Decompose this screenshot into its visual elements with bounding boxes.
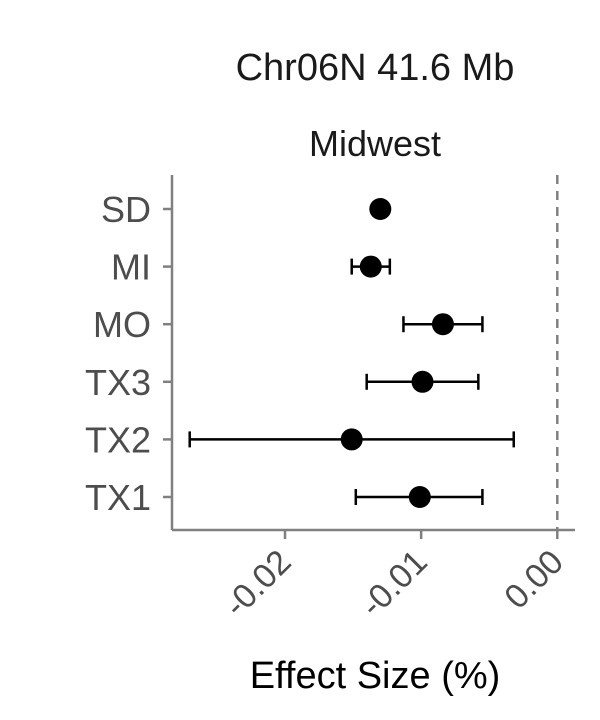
x-tick-label: -0.01 xyxy=(353,543,435,625)
point-tx3 xyxy=(411,370,434,393)
point-tx2 xyxy=(340,428,363,451)
y-tick-label: TX1 xyxy=(85,477,151,518)
point-mi xyxy=(359,255,382,278)
x-tick-label: 0.00 xyxy=(497,543,571,617)
point-mo xyxy=(431,313,454,336)
x-tick-label: -0.02 xyxy=(217,543,299,625)
point-tx1 xyxy=(408,486,431,508)
y-tick-label: MO xyxy=(93,304,151,345)
x-axis-label: Effect Size (%) xyxy=(250,655,501,697)
y-tick-label: MI xyxy=(111,247,151,288)
y-tick-label: SD xyxy=(101,189,151,230)
y-tick-label: TX2 xyxy=(85,419,151,460)
y-tick-label: TX3 xyxy=(85,362,151,403)
chart-subtitle: Midwest xyxy=(309,123,441,164)
point-sd xyxy=(369,198,392,220)
chart-title: Chr06N 41.6 Mb xyxy=(236,47,515,89)
plot-area: -0.02 -0.01 0.00 SD MI MO TX3 TX2 TX1 xyxy=(85,175,575,624)
